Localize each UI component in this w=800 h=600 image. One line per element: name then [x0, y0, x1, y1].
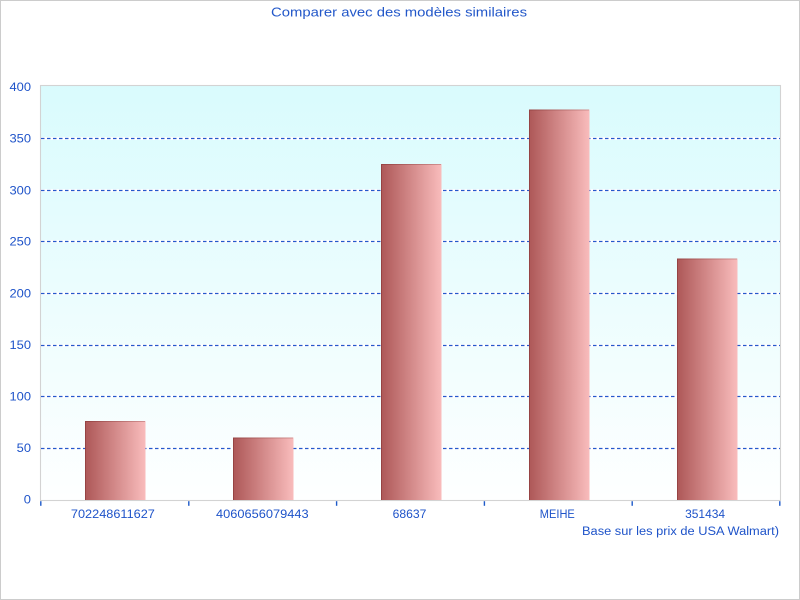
- svg-text:351434: 351434: [685, 509, 726, 521]
- svg-text:4060656079443: 4060656079443: [216, 509, 309, 521]
- svg-text:400: 400: [10, 82, 32, 94]
- svg-text:100: 100: [10, 392, 32, 404]
- svg-text:200: 200: [10, 289, 32, 301]
- svg-text:68637: 68637: [393, 509, 427, 521]
- svg-text:0: 0: [24, 495, 31, 507]
- svg-text:300: 300: [10, 186, 32, 198]
- svg-text:150: 150: [10, 340, 32, 352]
- svg-text:50: 50: [17, 443, 31, 455]
- svg-text:250: 250: [10, 237, 32, 249]
- svg-text:350: 350: [10, 134, 32, 146]
- svg-text:702248611627: 702248611627: [71, 509, 155, 521]
- svg-text:Comparer avec des modèles simi: Comparer avec des modèles similaires: [271, 6, 527, 20]
- svg-text:MEIHE: MEIHE: [540, 509, 575, 521]
- svg-text:Base sur les prix de USA Walma: Base sur les prix de USA Walmart): [582, 526, 779, 538]
